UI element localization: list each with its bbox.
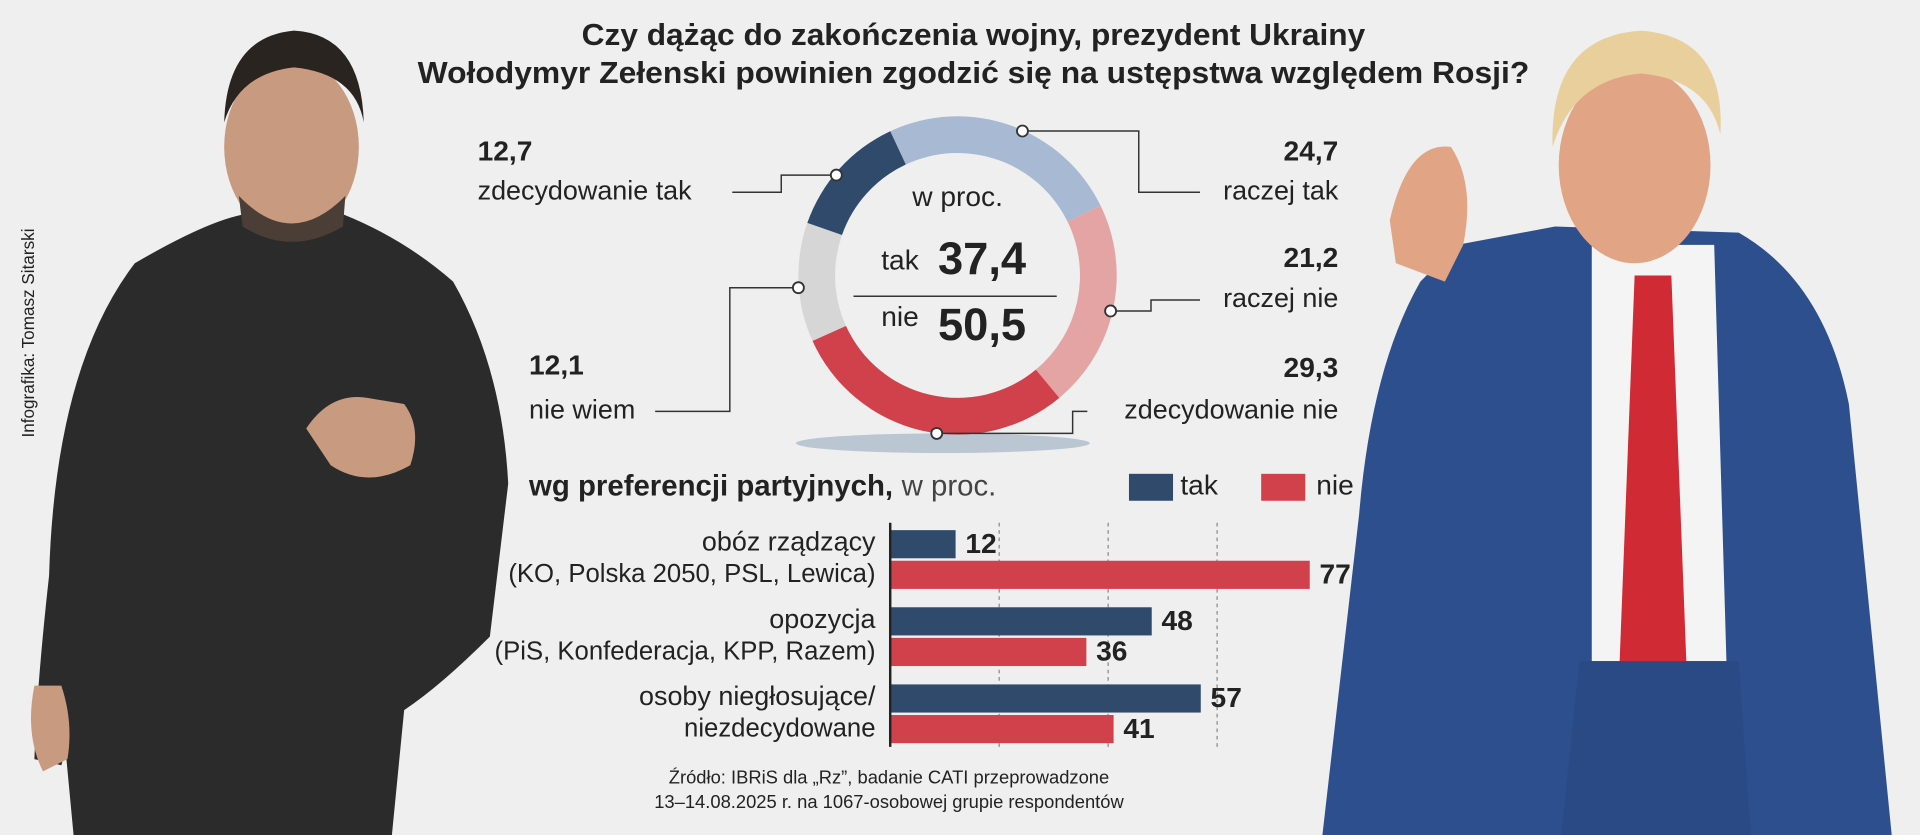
bar <box>890 560 1310 589</box>
total-name: nie <box>881 301 919 332</box>
category-label: osoby niegłosujące/ <box>639 681 876 711</box>
source: 13–14.08.2025 r. na 1067-osobowej grupie… <box>654 791 1124 812</box>
right-photo <box>1322 30 1892 835</box>
category-sublabel: (PiS, Konfederacja, KPP, Razem) <box>495 637 876 665</box>
slice-label: zdecydowanie tak <box>478 175 693 205</box>
leader-line <box>1110 299 1200 312</box>
leader-line <box>936 410 1088 435</box>
credit: Infografika: Tomasz Sitarski <box>18 228 38 437</box>
donut-segment <box>812 325 1060 435</box>
bar-chart-subtitle: w proc. <box>901 469 997 502</box>
donut-segment <box>807 131 906 236</box>
leader-line <box>1022 130 1200 193</box>
leader-line <box>732 174 837 193</box>
slice-label: nie wiem <box>529 394 635 424</box>
bar <box>890 684 1201 713</box>
leader-dot <box>791 281 805 295</box>
bar <box>890 607 1152 636</box>
title-line: Czy dążąc do zakończenia wojny, prezyden… <box>582 18 1366 52</box>
legend-swatch <box>1261 473 1306 501</box>
center-label: w proc. <box>911 181 1003 212</box>
legend-label: tak <box>1180 470 1218 501</box>
bar-value: 48 <box>1162 605 1193 636</box>
bar-chart-title: wg preferencji partyjnych, w proc. <box>528 469 996 502</box>
total-name: tak <box>881 244 919 275</box>
slice-label: raczej nie <box>1223 283 1338 313</box>
total-value: 37,4 <box>938 233 1026 284</box>
legend-label: nie <box>1316 470 1354 501</box>
slice-value: 21,2 <box>1284 242 1339 273</box>
left-photo <box>30 30 509 835</box>
bar <box>890 637 1087 667</box>
bar-value: 57 <box>1211 682 1242 713</box>
title-line: Wołodymyr Zełenski powinien zgodzić się … <box>418 56 1530 90</box>
source: Źródło: IBRiS dla „Rz”, badanie CATI prz… <box>669 767 1109 788</box>
legend-swatch <box>1128 473 1174 501</box>
total-value: 50,5 <box>938 299 1026 350</box>
category-label: opozycja <box>769 604 875 634</box>
slice-label: raczej tak <box>1223 175 1339 205</box>
leader-dot <box>829 168 843 182</box>
category-label: obóz rządzący <box>702 527 876 557</box>
bar-value: 41 <box>1123 713 1154 744</box>
leader-dot <box>1104 304 1118 318</box>
bar <box>890 530 956 559</box>
leader-dot <box>930 426 944 440</box>
donut-segment <box>890 116 1101 222</box>
bar-value: 12 <box>965 528 996 559</box>
bar-chart-title-bold: wg preferencji partyjnych, <box>528 469 893 502</box>
category-sublabel: niezdecydowane <box>684 715 875 743</box>
leader-dot <box>1016 124 1029 138</box>
slice-label: zdecydowanie nie <box>1124 394 1338 424</box>
donut-shadow <box>795 433 1090 454</box>
slice-value: 29,3 <box>1284 352 1339 383</box>
bar-value: 77 <box>1320 558 1351 589</box>
slice-value: 12,1 <box>529 350 584 381</box>
bar-value: 36 <box>1096 636 1127 667</box>
leader-line <box>655 286 799 413</box>
category-sublabel: (KO, Polska 2050, PSL, Lewica) <box>508 560 875 588</box>
donut-segment <box>1035 205 1117 398</box>
slice-value: 24,7 <box>1284 135 1339 166</box>
donut-segment <box>798 222 846 341</box>
slice-value: 12,7 <box>478 135 533 166</box>
bar <box>890 715 1114 744</box>
